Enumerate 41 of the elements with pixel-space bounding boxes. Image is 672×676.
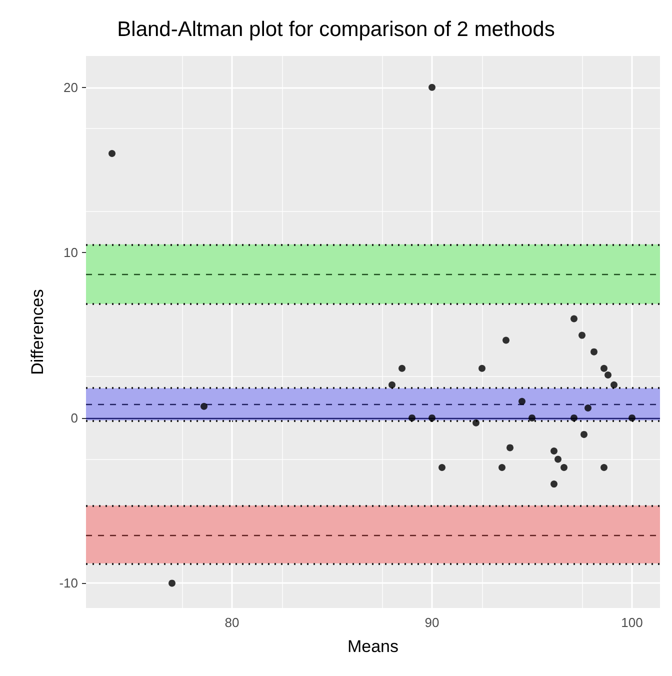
point bbox=[478, 364, 486, 372]
x-tick-label: 90 bbox=[424, 615, 440, 630]
point bbox=[108, 150, 116, 158]
point bbox=[528, 414, 536, 422]
point bbox=[168, 580, 176, 587]
point bbox=[600, 364, 608, 372]
point bbox=[628, 414, 636, 422]
y-tick-label: -10 bbox=[59, 576, 78, 591]
point bbox=[570, 414, 578, 422]
x-tick-label: 80 bbox=[224, 615, 240, 630]
point bbox=[498, 464, 506, 472]
point bbox=[550, 447, 558, 454]
point bbox=[600, 464, 608, 472]
point bbox=[472, 419, 480, 426]
point bbox=[438, 464, 446, 472]
point bbox=[560, 464, 568, 472]
x-axis-title: Means bbox=[347, 637, 399, 656]
point bbox=[610, 381, 618, 388]
y-tick-label: 0 bbox=[70, 410, 78, 426]
point bbox=[590, 348, 598, 356]
point bbox=[506, 444, 514, 452]
point bbox=[502, 336, 510, 344]
point bbox=[584, 404, 592, 412]
point bbox=[408, 414, 416, 422]
point bbox=[570, 315, 578, 322]
point bbox=[428, 414, 436, 422]
y-tick-label: 10 bbox=[64, 245, 78, 260]
chart-title: Bland-Altman plot for comparison of 2 methods bbox=[117, 18, 555, 41]
point bbox=[604, 371, 612, 378]
point bbox=[578, 332, 586, 339]
point bbox=[554, 456, 562, 463]
point bbox=[398, 364, 406, 372]
point bbox=[580, 430, 588, 438]
point bbox=[200, 402, 208, 410]
point bbox=[388, 381, 396, 388]
y-axis-title: Differences bbox=[28, 289, 47, 375]
point bbox=[518, 398, 526, 405]
y-tick-label: 20 bbox=[64, 80, 78, 95]
point bbox=[550, 480, 558, 488]
point bbox=[428, 84, 436, 91]
x-tick-label: 100 bbox=[621, 615, 643, 630]
